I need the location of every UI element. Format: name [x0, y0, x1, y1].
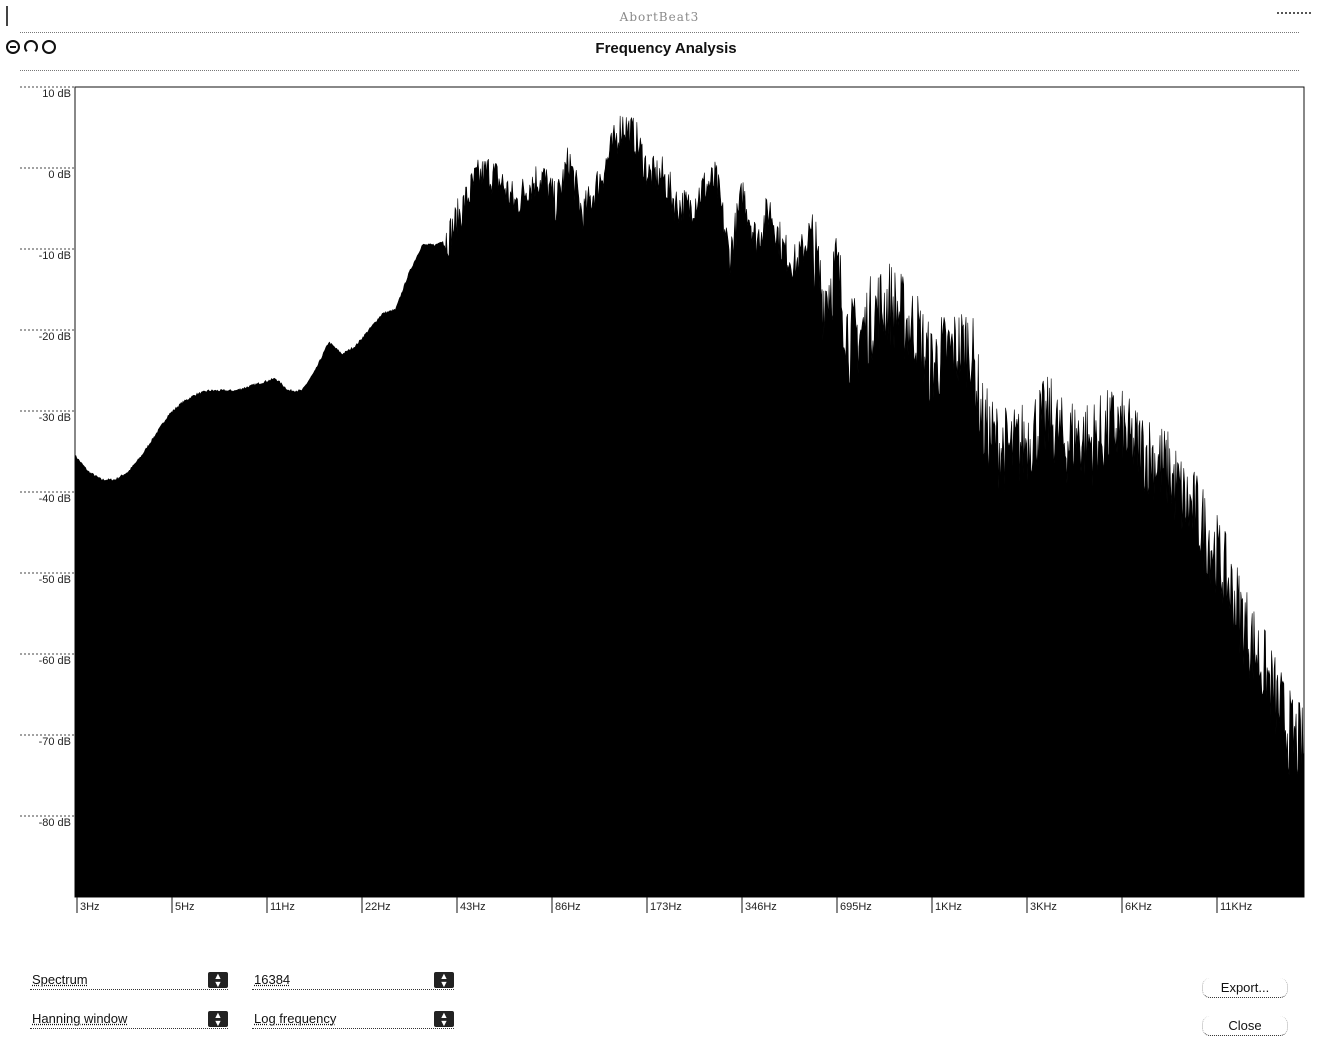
select-arrows-icon: ▲ ▼ — [434, 972, 454, 989]
x-tick-label: 695Hz — [840, 901, 872, 913]
spectrum-area — [74, 115, 1305, 898]
y-tick-label: -70 dB — [39, 736, 71, 748]
x-tick-label: 11Hz — [270, 901, 295, 913]
analysis-type-value: Spectrum — [32, 972, 88, 987]
fft-size-value: 16384 — [254, 972, 291, 987]
x-tick-label: 173Hz — [650, 901, 682, 913]
frequency-scale-value: Log frequency — [254, 1011, 337, 1026]
close-button[interactable]: Close — [1202, 1016, 1288, 1036]
window-title: Frequency Analysis — [595, 40, 737, 57]
titlebar-divider — [20, 32, 1299, 33]
window-controls — [6, 40, 56, 54]
x-tick-label: 3Hz — [80, 901, 100, 913]
x-tick-label: 6KHz — [1125, 901, 1152, 913]
y-tick-label: -10 dB — [39, 250, 71, 262]
x-tick-label: 346Hz — [745, 901, 777, 913]
export-button[interactable]: Export... — [1202, 978, 1288, 998]
x-axis: 3Hz 5Hz 11Hz 22Hz 43Hz 86Hz 173Hz 346Hz 695Hz 1KH… — [76, 897, 1252, 913]
y-tick-label: -30 dB — [39, 412, 71, 424]
analysis-type-select[interactable]: Spectrum ▲ ▼ — [30, 970, 228, 990]
x-tick-label: 43Hz — [460, 901, 486, 913]
x-tick-label: 1KHz — [935, 901, 962, 913]
x-tick-label: 86Hz — [555, 901, 581, 913]
x-tick-label: 22Hz — [365, 901, 391, 913]
window-close-icon[interactable] — [6, 40, 20, 54]
select-arrows-icon: ▲ ▼ — [434, 1011, 454, 1028]
y-tick-label: 0 dB — [48, 169, 71, 181]
background-window-edge — [6, 6, 22, 26]
y-tick-label: -20 dB — [39, 331, 71, 343]
background-app-title: AbortBeat3 — [619, 10, 700, 24]
background-window-corner — [1277, 12, 1311, 36]
y-tick-label: 10 dB — [42, 88, 71, 100]
window-zoom-icon[interactable] — [42, 40, 56, 54]
y-axis: 10 dB 0 dB -10 dB -20 dB -30 dB -40 dB -50 dB -… — [20, 86, 75, 829]
fft-size-select[interactable]: 16384 ▲ ▼ — [252, 970, 454, 990]
x-tick-label: 5Hz — [175, 901, 195, 913]
window-minimize-icon[interactable] — [24, 40, 38, 54]
select-arrows-icon: ▲ ▼ — [208, 972, 228, 989]
y-tick-label: -60 dB — [39, 655, 71, 667]
window-type-value: Hanning window — [32, 1011, 128, 1026]
window-type-select[interactable]: Hanning window ▲ ▼ — [30, 1009, 228, 1029]
x-tick-label: 11KHz — [1220, 901, 1252, 913]
x-tick-label: 3KHz — [1030, 901, 1057, 913]
chart-plot-area — [74, 86, 1305, 898]
y-tick-label: -50 dB — [39, 574, 71, 586]
y-tick-label: -40 dB — [39, 493, 71, 505]
window-header-divider — [20, 70, 1299, 71]
y-tick-label: -80 dB — [39, 817, 71, 829]
frequency-spectrum-chart: 10 dB 0 dB -10 dB -20 dB -30 dB -40 dB -50 dB -… — [20, 86, 1305, 913]
frequency-scale-select[interactable]: Log frequency ▲ ▼ — [252, 1009, 454, 1029]
select-arrows-icon: ▲ ▼ — [208, 1011, 228, 1028]
